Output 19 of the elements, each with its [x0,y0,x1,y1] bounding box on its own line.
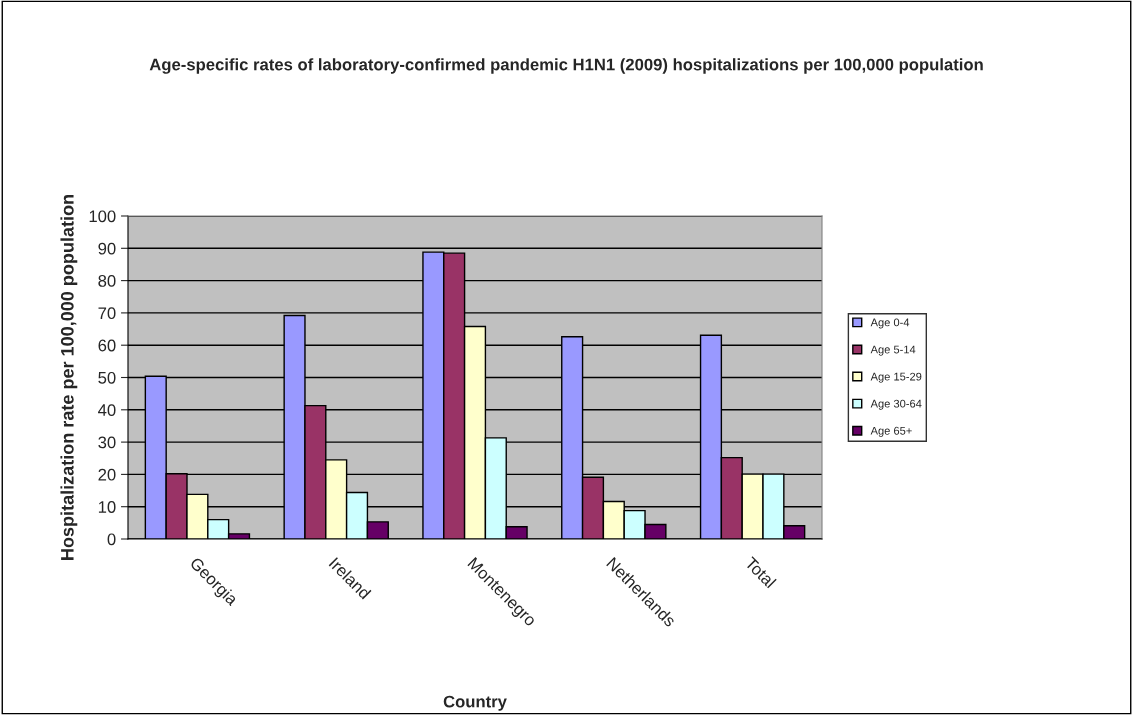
y-axis-title: Hospitalization rate per 100,000 population [60,195,78,560]
legend-label: Age 15-29 [870,372,922,383]
y-tick-label: 60 [98,339,116,352]
chart-title: Age-specific rates of laboratory-confirmed pandemic H1N1 (2009) hospitalizations per 100,000 population [149,58,983,74]
y-tick-label: 40 [98,404,116,416]
y-tick-label: 80 [98,275,116,287]
legend-label: Age 0-4 [870,318,910,329]
y-tick-label: 50 [98,371,116,384]
legend-label: Age 65+ [870,426,912,437]
legend-label: Age 5-14 [870,345,916,356]
y-tick-label: 10 [98,501,116,513]
legend-label: Age 30-64 [870,399,922,410]
y-tick-label: 100 [89,210,116,223]
y-tick-label: 20 [98,468,116,481]
y-tick-label: 70 [98,307,116,320]
y-tick-label: 0 [107,533,116,546]
y-tick-label: 90 [98,242,116,255]
x-axis-title: Country [443,695,507,711]
y-tick-label: 30 [98,436,116,449]
